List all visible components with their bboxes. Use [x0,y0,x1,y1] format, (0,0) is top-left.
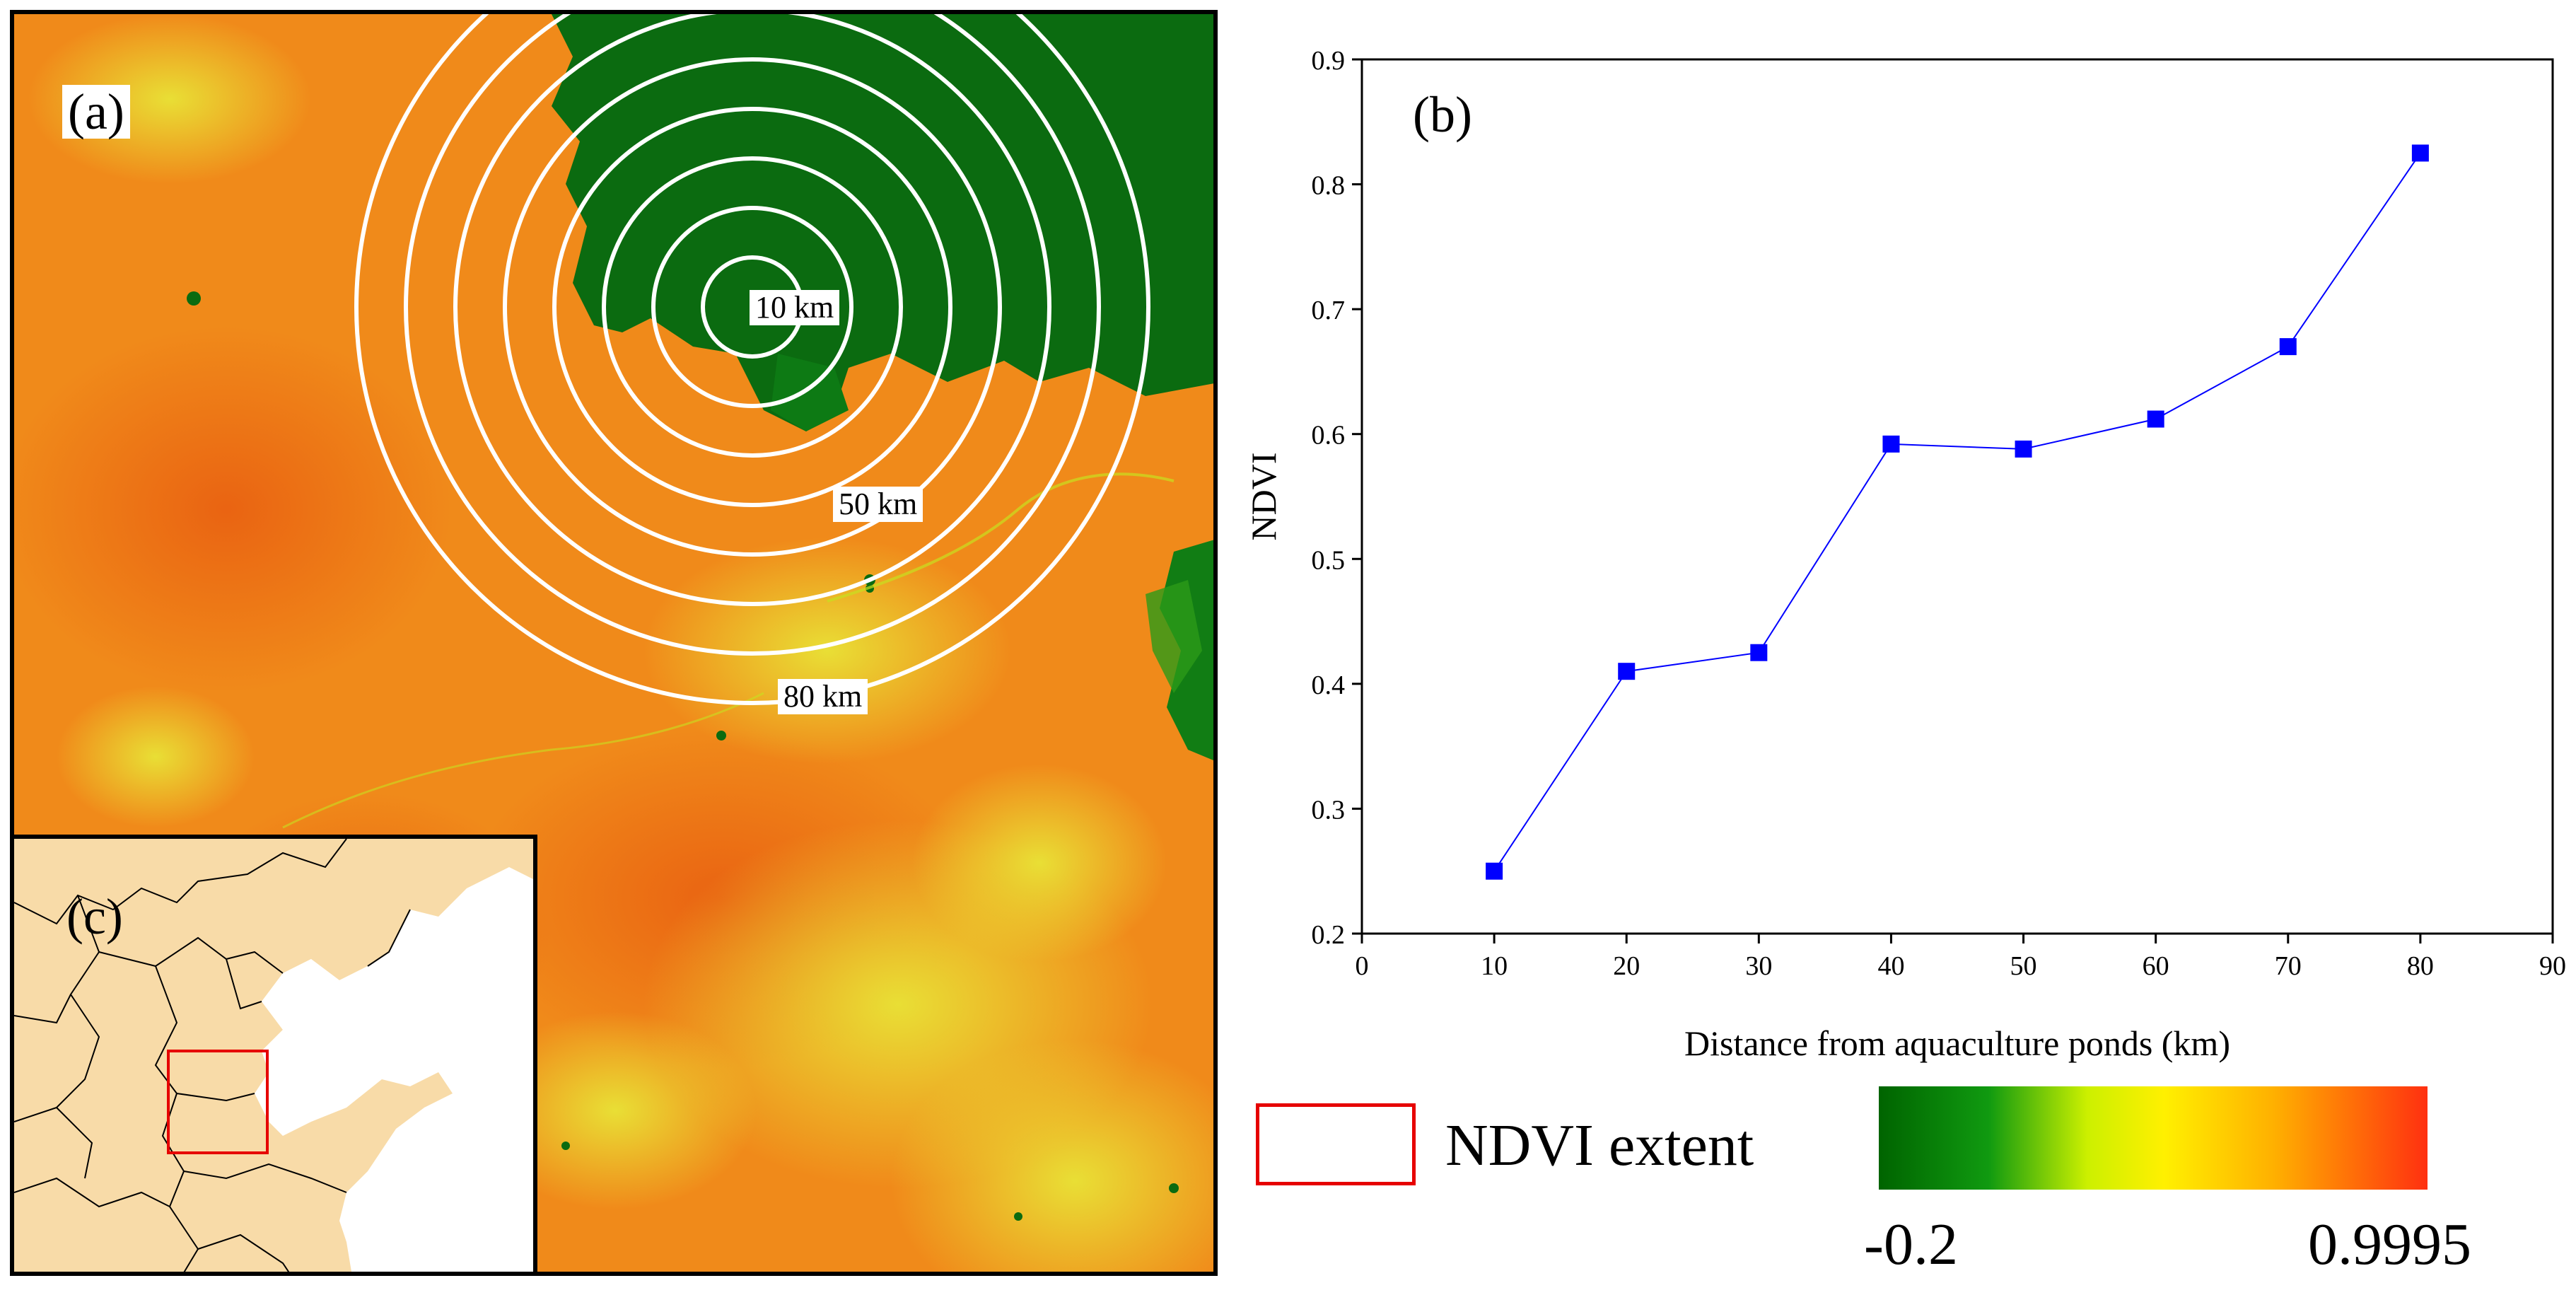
extent-legend-label: NDVI extent [1445,1113,1754,1178]
data-point [2147,410,2164,428]
distance-rings [354,14,1150,705]
x-tick-label: 90 [2539,951,2566,981]
colorbar-min-label: -0.2 [1864,1212,1958,1277]
data-point [1882,435,1900,453]
x-tick-label: 20 [1613,951,1640,981]
x-tick-label: 0 [1356,951,1369,981]
panel-a-label: (a) [62,85,130,139]
ndvi-map-panel: (a) 10 km 50 km 80 km [10,10,1218,1276]
x-tick-label: 70 [2275,951,2302,981]
data-point [2411,144,2429,162]
x-axis-label: Distance from aquaculture ponds (km) [1684,1023,2230,1063]
y-tick-label: 0.3 [1312,795,1346,825]
data-point [2279,338,2297,356]
ring-label-50km: 50 km [833,487,923,523]
extent-legend-swatch [1256,1103,1416,1185]
plot-frame [1360,58,2554,935]
ring-label-80km: 80 km [778,679,868,715]
panel-b-label: (b) [1413,86,1472,143]
series-line-ndvi [1493,152,2421,872]
y-tick-label: 0.6 [1312,421,1346,451]
y-tick-label: 0.9 [1312,46,1346,76]
y-tick-label: 0.8 [1312,171,1346,201]
colorbar-max-label: 0.9995 [2308,1212,2471,1277]
data-point [1618,663,1636,680]
x-tick-label: 10 [1481,951,1508,981]
x-tick-label: 30 [1745,951,1772,981]
ndvi-distance-chart: 0.2 0.3 0.4 0.5 0.6 0.7 0.8 0.9 0 10 20 30 40 50 60 70… [1244,46,2566,1063]
ring-label-10km: 10 km [750,290,840,326]
y-tick-label: 0.7 [1312,296,1346,325]
x-tick-label: 50 [2010,951,2037,981]
x-tick-label: 60 [2143,951,2169,981]
panel-c-label: (c) [66,888,123,945]
data-point [2015,440,2032,458]
x-tick-label: 80 [2407,951,2434,981]
data-point [1486,862,1503,880]
extent-legend: NDVI extent [1256,1103,1754,1188]
x-tick-label: 40 [1877,951,1904,981]
data-point [1750,644,1768,661]
y-tick-label: 0.2 [1312,920,1346,950]
ndvi-colorbar [1879,1086,2428,1190]
ndvi-map [14,14,1213,1272]
inset-map [14,839,533,1272]
y-tick-label: 0.4 [1312,670,1346,700]
ndvi-extent-box [167,1050,269,1154]
y-axis-label: NDVI [1244,453,1283,541]
inset-map-panel: (c) [14,835,537,1272]
y-tick-label: 0.5 [1312,545,1346,575]
